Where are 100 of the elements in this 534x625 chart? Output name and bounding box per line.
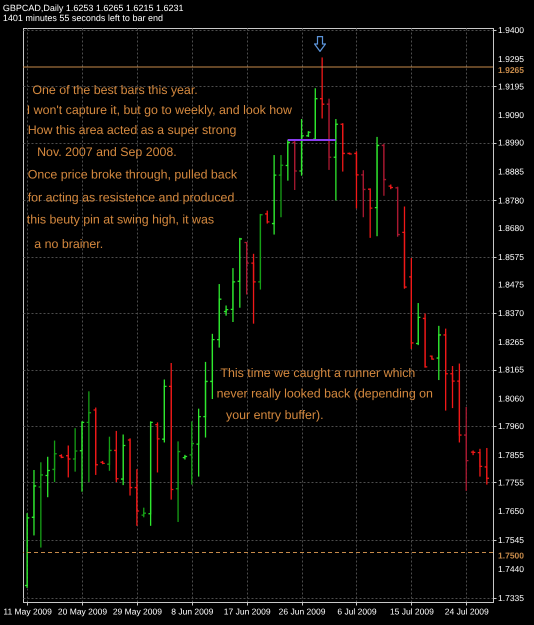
- candlestick: [319, 56, 325, 120]
- candlestick: [175, 440, 181, 523]
- candlestick: [120, 434, 126, 486]
- y-tick-label: 1.7855: [498, 450, 524, 460]
- candlestick: [456, 362, 462, 444]
- candlestick: [210, 333, 216, 400]
- candlestick: [442, 328, 449, 412]
- candlestick: [223, 304, 229, 316]
- y-tick-label: 1.7440: [498, 564, 524, 574]
- candlestick: [298, 118, 304, 176]
- candlestick: [79, 420, 85, 492]
- candlestick: [408, 257, 414, 350]
- x-tick-label: 26 Jun 2009: [278, 606, 326, 616]
- y-tick-label: 1.8265: [498, 337, 524, 348]
- x-tick-label: 29 May 2009: [112, 606, 162, 616]
- x-tick-label: 11 May 2009: [3, 606, 52, 616]
- candlestick: [477, 448, 483, 478]
- candlestick: [161, 378, 168, 444]
- y-tick-label: 1.7650: [498, 506, 524, 516]
- candlestick: [44, 456, 51, 498]
- candlestick: [264, 210, 270, 224]
- candlestick: [250, 253, 256, 324]
- candlestick: [196, 408, 202, 478]
- annotation: this beuty pin at swing high, it was: [26, 212, 214, 227]
- y-tick-label: 1.7755: [498, 477, 524, 488]
- candlestick: [216, 283, 222, 348]
- candlestick: [271, 154, 277, 236]
- y-tick-label: 1.8575: [498, 252, 524, 262]
- candlestick: [24, 512, 30, 589]
- candlestick: [168, 362, 174, 500]
- annotation: a no brainer.: [34, 236, 104, 251]
- y-tick-label: 1.8990: [498, 138, 524, 148]
- candlestick: [154, 422, 160, 474]
- candlestick: [134, 468, 140, 526]
- y-tick-label: 1.8780: [498, 195, 524, 206]
- candlestick: [285, 139, 291, 182]
- candlestick: [394, 186, 400, 238]
- candlestick: [312, 88, 318, 140]
- candlestick: [236, 237, 243, 308]
- candlestick: [72, 428, 78, 472]
- y-tick-label: 1.9090: [498, 110, 524, 120]
- y-tick-label: 1.9195: [498, 81, 524, 92]
- x-tick-label: 15 Jul 2009: [390, 606, 434, 616]
- candlestick: [360, 170, 366, 218]
- candlestick: [106, 436, 112, 472]
- annotation: your entry buffer).: [226, 408, 324, 422]
- chart-title: GBPCAD,Daily 1.6253 1.6265 1.6215 1.6231: [2, 2, 184, 13]
- x-tick-label: 24 Jul 2009: [444, 606, 489, 616]
- y-tick-label: 1.7545: [498, 535, 524, 546]
- candlestick: [140, 507, 147, 518]
- candlestick: [188, 420, 195, 486]
- candlestick: [31, 469, 37, 536]
- annotation: I won't capture it, but go to weekly, and look how: [26, 103, 292, 118]
- y-tick-label: 1.8370: [498, 308, 524, 318]
- y-tick-label: 1.7335: [498, 592, 524, 603]
- candlestick: [374, 136, 380, 237]
- candlestick: [65, 444, 72, 478]
- x-tick-label: 8 Jun 2009: [171, 606, 214, 616]
- ref-line-label: 1.9265: [498, 65, 524, 76]
- candlestick: [127, 438, 133, 496]
- y-tick-label: 1.8885: [498, 166, 524, 177]
- candlestick: [367, 188, 374, 238]
- candlestick: [415, 302, 422, 346]
- y-tick-label: 1.8060: [498, 393, 524, 404]
- candlestick: [402, 206, 408, 290]
- candlestick: [326, 98, 332, 171]
- candlestick: [86, 390, 92, 483]
- y-tick-label: 1.8165: [498, 364, 524, 375]
- annotation: One of the best bars this year.: [32, 82, 198, 97]
- annotation: Once price broke through, pulled back: [28, 167, 238, 182]
- x-tick-label: 17 Jun 2009: [224, 606, 271, 616]
- x-tick-label: 20 May 2009: [58, 606, 108, 616]
- x-tick-label: 6 Jul 2009: [337, 606, 377, 616]
- y-tick-label: 1.7960: [498, 420, 524, 431]
- y-tick-label: 1.9295: [498, 54, 524, 64]
- candlestick: [422, 312, 428, 368]
- candlestick: [450, 365, 456, 409]
- candlestick: [38, 462, 44, 548]
- ref-line-label: 1.7500: [498, 550, 524, 560]
- candlestick: [436, 325, 442, 381]
- candlestick: [202, 361, 208, 438]
- candlestick: [113, 430, 120, 483]
- annotation: Nov. 2007 and Sep 2008.: [37, 144, 177, 159]
- candlestick: [333, 118, 339, 202]
- candlestick: [92, 406, 99, 476]
- candlestick: [258, 213, 264, 290]
- candlestick: [484, 447, 490, 486]
- y-tick-label: 1.9400: [498, 24, 524, 35]
- candlestick: [381, 143, 387, 196]
- candlestick: [354, 150, 360, 210]
- candlestick: [463, 406, 470, 492]
- y-tick-label: 1.8680: [498, 222, 524, 233]
- annotation: This time we caught a runner which: [220, 366, 416, 380]
- chart-subtitle: 1401 minutes 55 seconds left to bar end: [2, 12, 163, 23]
- y-tick-label: 1.8475: [498, 279, 524, 290]
- candlestick: [148, 420, 154, 526]
- candlestick: [292, 139, 298, 191]
- annotation: for acting as resistence and produced: [28, 190, 234, 204]
- candlestick: [278, 154, 284, 218]
- annotation: How this area acted as a super strong: [28, 123, 236, 138]
